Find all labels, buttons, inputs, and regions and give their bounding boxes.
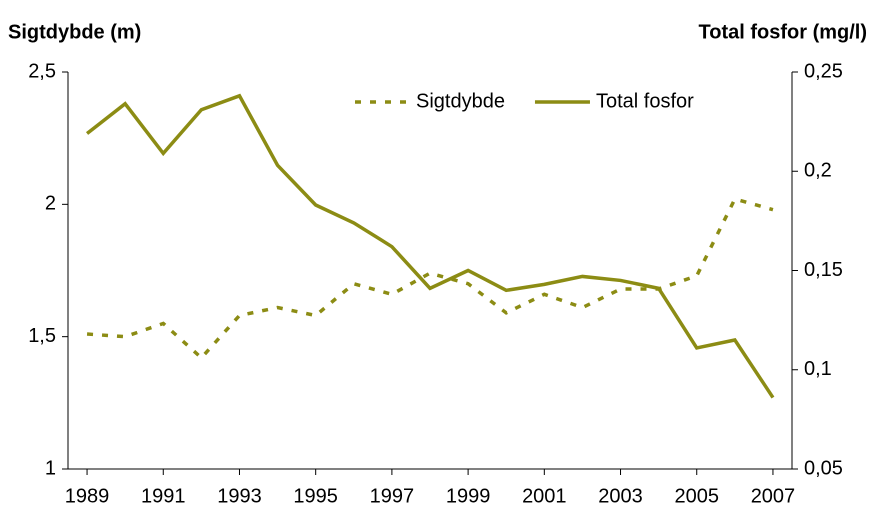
- x-tick-label: 2007: [751, 485, 796, 507]
- y2-tick-label: 0,05: [804, 457, 843, 479]
- x-tick-label: 2003: [598, 485, 643, 507]
- series-line: [86, 196, 774, 361]
- x-tick-label: 1989: [65, 485, 110, 507]
- y-tick-label: 2: [45, 193, 56, 215]
- x-tick-label: 1995: [293, 485, 338, 507]
- y2-axis-label: Total fosfor (mg/l): [699, 21, 868, 43]
- x-tick-label: 1999: [446, 485, 491, 507]
- y2-tick-label: 0,2: [804, 160, 832, 182]
- legend-label: Total fosfor: [596, 90, 694, 112]
- y2-tick-label: 0,25: [804, 60, 843, 82]
- y2-tick-label: 0,15: [804, 259, 843, 281]
- y-tick-label: 1: [45, 457, 56, 479]
- y-tick-label: 1,5: [28, 325, 56, 347]
- y-axis-label: Sigtdybde (m): [8, 21, 141, 43]
- x-tick-label: 1993: [217, 485, 262, 507]
- y2-tick-label: 0,1: [804, 358, 832, 380]
- legend-label: Sigtdybde: [416, 90, 505, 112]
- x-tick-label: 1991: [141, 485, 186, 507]
- x-tick-label: 2005: [674, 485, 719, 507]
- series-line: [85, 93, 775, 399]
- x-tick-label: 1997: [370, 485, 415, 507]
- x-tick-label: 2001: [522, 485, 567, 507]
- y-tick-label: 2,5: [28, 60, 56, 82]
